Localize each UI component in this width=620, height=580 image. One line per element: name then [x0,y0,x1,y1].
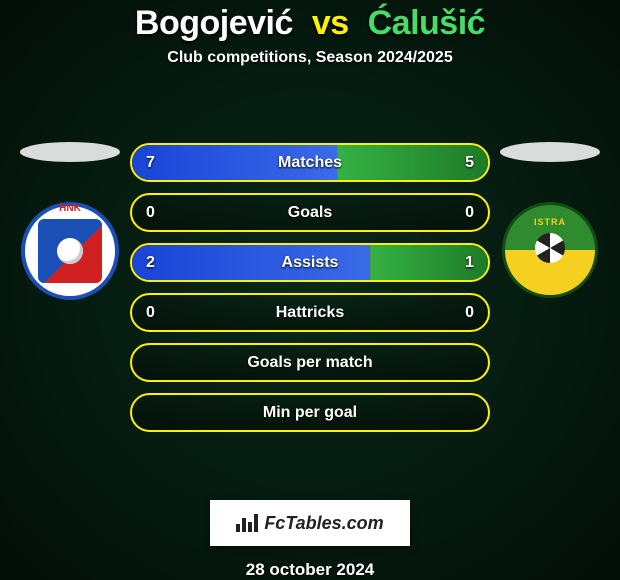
stat-value-right: 0 [465,304,474,322]
club-badge-left-inner: HNK [38,219,102,283]
stat-value-left: 0 [146,204,155,222]
subtitle: Club competitions, Season 2024/2025 [0,49,620,67]
badge-left-ball-icon [57,238,83,264]
badge-right-ball-icon [535,233,565,263]
stat-label: Min per goal [263,404,357,422]
player1-name: Bogojević [135,4,293,42]
club-badge-left: HNK [21,202,119,300]
brand-chart-icon [236,514,258,532]
stat-label: Matches [278,154,342,172]
stat-value-left: 2 [146,254,155,272]
avatar-shadow-left [20,142,120,162]
brand-box: FcTables.com [210,500,410,546]
badge-right-top-text: ISTRA [534,217,566,227]
club-badge-right: ISTRA [502,202,598,298]
date-text: 28 october 2024 [0,560,620,580]
comparison-card: Bogojević vs Ćalušić Club competitions, … [0,0,620,580]
right-side: ISTRA [490,138,610,438]
stat-value-left: 7 [146,154,155,172]
stat-label: Goals per match [247,354,372,372]
stat-bar: Min per goal [130,393,490,432]
stat-value-right: 5 [465,154,474,172]
stat-bar: 7 5 Matches [130,143,490,182]
stat-label: Assists [282,254,339,272]
stat-bar: 2 1 Assists [130,243,490,282]
title-row: Bogojević vs Ćalušić [0,4,620,43]
stat-label: Hattricks [276,304,344,322]
stat-value-right: 0 [465,204,474,222]
player2-name: Ćalušić [368,4,485,42]
middle-section: HNK 7 5 Matches 0 0 Goals 2 1 Assists 0 0 Hattricks… [0,87,620,488]
avatar-shadow-right [500,142,600,162]
stat-bar: 0 0 Goals [130,193,490,232]
stat-value-right: 1 [465,254,474,272]
stat-bar: Goals per match [130,343,490,382]
badge-left-top-text: HNK [38,203,102,214]
stat-label: Goals [288,204,332,222]
stat-bar: 0 0 Hattricks [130,293,490,332]
left-side: HNK [10,138,130,438]
stat-bars: 7 5 Matches 0 0 Goals 2 1 Assists 0 0 Hattricks Goal… [130,143,490,432]
brand-text: FcTables.com [264,513,383,534]
vs-text: vs [312,4,349,42]
stat-value-left: 0 [146,304,155,322]
